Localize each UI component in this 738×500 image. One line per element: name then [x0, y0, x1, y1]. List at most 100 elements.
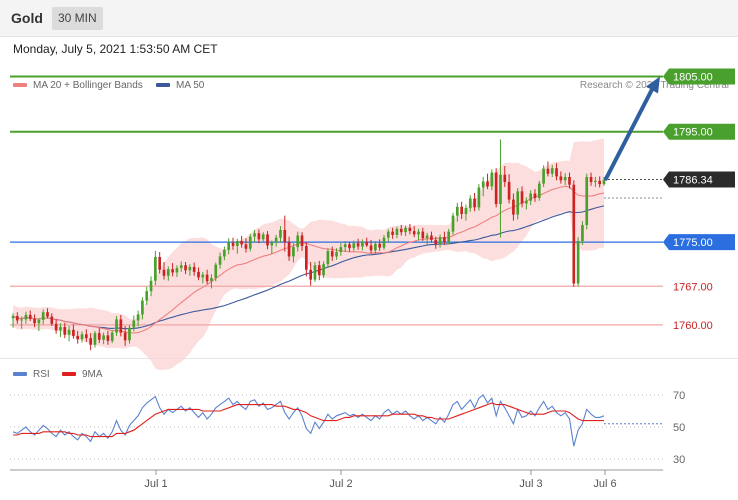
candle-body [529, 193, 533, 201]
legend-rsi: RSI [13, 369, 50, 380]
candle-body [89, 338, 92, 345]
candle-body [477, 187, 481, 208]
x-tick-label-Jul-1: Jul 1 [144, 478, 167, 490]
candle-body [503, 174, 507, 182]
candle-body [481, 181, 485, 188]
candle-body [589, 176, 593, 182]
legend-ma50: MA 50 [156, 80, 204, 91]
candle-body [305, 245, 308, 270]
candle-body [455, 206, 459, 216]
candle-body [468, 198, 472, 208]
candle-body [50, 316, 54, 324]
candle-body [67, 329, 71, 335]
candle-body [231, 242, 235, 246]
rsi-tick-50: 50 [673, 422, 685, 434]
candle-body [97, 333, 101, 340]
candle-body [235, 241, 239, 246]
candle-body [317, 265, 321, 276]
candle-body [443, 237, 446, 242]
candle-body [283, 229, 287, 243]
candle-body [533, 193, 537, 198]
candle-body [20, 319, 23, 321]
candle-body [417, 231, 420, 235]
candle-body [162, 269, 166, 276]
rsi-tick-30: 30 [673, 454, 685, 466]
candle-body [115, 319, 118, 333]
ma20-swatch [13, 83, 27, 88]
legend-ma20: MA 20 + Bollinger Bands [13, 80, 143, 91]
timeframe-button[interactable]: 30 MIN [52, 7, 103, 30]
candle-body [598, 180, 602, 185]
candle-body [201, 274, 205, 278]
candle-body [223, 249, 226, 257]
candle-body [63, 327, 67, 335]
candle-body [326, 250, 330, 265]
price-tag-bg-1775.00 [663, 234, 735, 251]
candle-body [507, 181, 511, 200]
candle-body [287, 242, 291, 257]
candle-body [128, 327, 131, 341]
candle-body [59, 327, 62, 331]
candle-body [339, 247, 343, 253]
candle-body [391, 231, 394, 235]
candle-body [292, 247, 295, 257]
candle-body [54, 323, 58, 331]
candle-body [343, 244, 347, 248]
ma50-swatch [156, 83, 170, 88]
candle-body [270, 242, 274, 246]
candle-body [348, 244, 351, 249]
candle-body [136, 314, 140, 321]
candle-body [602, 179, 606, 185]
candle-body [378, 243, 382, 248]
candle-body [399, 228, 403, 233]
candle-body [559, 176, 563, 181]
candle-body [192, 266, 196, 272]
candle-body [145, 291, 149, 301]
candle-body [365, 242, 369, 246]
candle-body [550, 168, 554, 174]
candle-body [330, 250, 334, 257]
legend-rsi-ma: 9MA [62, 369, 103, 380]
x-tick-label-Jul-3: Jul 3 [519, 478, 542, 490]
price-tag-1767.00: 1767.00 [673, 281, 713, 293]
ma20-line [12, 185, 605, 334]
price-tag-bg-1795.00 [663, 123, 735, 140]
candle-body [166, 269, 170, 276]
price-tag-bg-1805.00 [663, 68, 735, 85]
candle-body [537, 183, 541, 198]
legend-ma20-label: MA 20 + Bollinger Bands [33, 80, 143, 91]
candle-body [572, 184, 576, 284]
candle-body [218, 256, 222, 265]
candle-body [512, 199, 515, 215]
price-tag-1795.00: 1795.00 [673, 127, 713, 139]
candle-body [141, 300, 144, 315]
candle-body [335, 252, 338, 257]
candle-body [542, 168, 545, 184]
candle-body [261, 234, 265, 240]
ma50-line [12, 205, 605, 330]
candle-body [106, 335, 110, 341]
bollinger-band [13, 138, 604, 371]
candle-body [84, 334, 88, 339]
candle-body [425, 235, 429, 239]
candle-body [576, 241, 580, 284]
candle-body [404, 227, 407, 233]
candle-body [119, 319, 123, 333]
candle-body [386, 231, 390, 238]
candle-body [188, 266, 192, 271]
candle-body [494, 172, 498, 205]
candle-body [447, 231, 451, 242]
candle-body [369, 245, 373, 251]
candle-body [516, 191, 520, 215]
candle-body [451, 215, 455, 232]
candle-body [132, 320, 136, 328]
candle-body [460, 206, 463, 214]
legend-ma50-label: MA 50 [176, 80, 205, 91]
candle-body [257, 233, 261, 240]
candle-body [382, 237, 386, 248]
panel-separator [0, 358, 738, 359]
candle-body [434, 239, 438, 245]
candle-body [486, 181, 489, 187]
price-tag-1805.00: 1805.00 [673, 72, 713, 84]
